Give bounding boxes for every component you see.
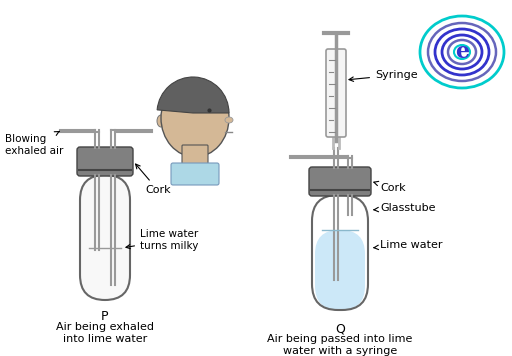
Text: Cork: Cork: [374, 181, 406, 193]
Text: Lime water
turns milky: Lime water turns milky: [126, 229, 198, 251]
Text: Air being exhaled
into lime water: Air being exhaled into lime water: [56, 322, 154, 344]
Text: Lime water: Lime water: [374, 240, 442, 250]
FancyBboxPatch shape: [182, 145, 208, 169]
FancyBboxPatch shape: [326, 49, 346, 137]
Text: e: e: [455, 41, 469, 63]
Wedge shape: [157, 77, 229, 113]
Text: Air being passed into lime
water with a syringe: Air being passed into lime water with a …: [267, 334, 413, 356]
FancyBboxPatch shape: [77, 147, 133, 176]
Text: Syringe: Syringe: [349, 70, 418, 82]
FancyBboxPatch shape: [80, 175, 130, 300]
Text: P: P: [101, 310, 109, 323]
FancyBboxPatch shape: [315, 230, 365, 310]
Ellipse shape: [157, 115, 165, 127]
Text: Blowing
exhaled air: Blowing exhaled air: [5, 131, 63, 156]
Ellipse shape: [161, 79, 229, 157]
Text: Glasstube: Glasstube: [374, 203, 436, 213]
FancyBboxPatch shape: [171, 163, 219, 185]
Ellipse shape: [225, 117, 233, 123]
Text: Cork: Cork: [136, 164, 170, 195]
FancyBboxPatch shape: [309, 167, 371, 196]
Text: Q: Q: [335, 322, 345, 335]
